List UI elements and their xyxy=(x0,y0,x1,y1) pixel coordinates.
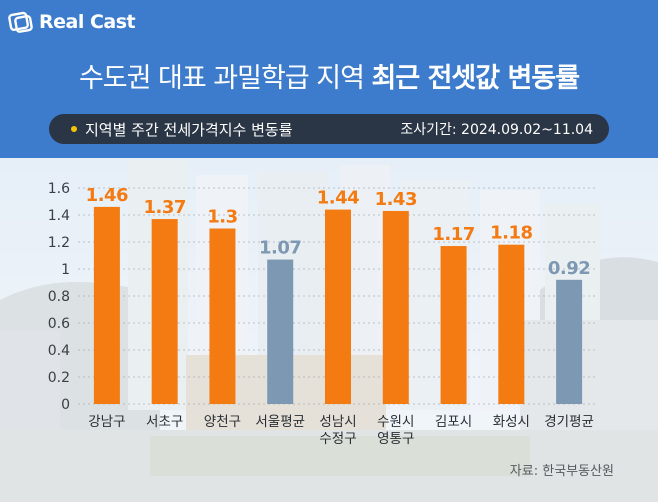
y-tick-label: 1.4 xyxy=(48,208,70,224)
x-category-label: 영통구 xyxy=(377,431,414,447)
district-bar xyxy=(498,244,525,404)
bar-value-label: 1.17 xyxy=(432,224,474,245)
x-category-label: 서울평균 xyxy=(255,414,305,430)
y-tick-label: 0.8 xyxy=(48,289,70,305)
bar-value-label: 1.43 xyxy=(375,189,417,210)
x-category-label: 경기평균 xyxy=(544,414,594,430)
y-tick-label: 1 xyxy=(61,262,70,278)
district-bar xyxy=(325,209,351,404)
x-category-label: 수원시 xyxy=(377,414,414,430)
source-note: 자료: 한국부동산원 xyxy=(509,464,614,479)
district-bar xyxy=(382,210,409,404)
x-category-label: 김포시 xyxy=(435,414,472,430)
title-highlight: 최근 전셋값 변동률 xyxy=(371,63,581,94)
district-bar xyxy=(209,228,236,404)
brand-logo: Real Cast xyxy=(8,10,136,34)
bullet-dot-icon xyxy=(71,126,77,132)
y-tick-label: 0.4 xyxy=(48,343,70,359)
subtitle-bar: 지역별 주간 전세가격지수 변동률 조사기간: 2024.09.02~11.04 xyxy=(49,114,609,144)
district-bar xyxy=(93,206,120,404)
page-title: 수도권 대표 과밀학급 지역 최근 전셋값 변동률 xyxy=(0,56,658,95)
average-bar xyxy=(267,259,294,404)
realcast-logo-icon xyxy=(8,11,33,33)
district-bar xyxy=(151,219,178,404)
bar-value-label: 1.46 xyxy=(86,185,128,206)
bar-value-label: 1.3 xyxy=(207,207,237,228)
bar-value-label: 1.44 xyxy=(317,188,359,209)
bar-value-label: 1.37 xyxy=(143,197,185,218)
x-category-label: 수정구 xyxy=(319,431,356,447)
x-category-label: 강남구 xyxy=(88,414,125,430)
y-tick-label: 0.2 xyxy=(48,370,70,386)
chart-subtitle: 지역별 주간 전세가격지수 변동률 xyxy=(85,120,293,139)
district-bar xyxy=(440,246,467,404)
y-tick-label: 1.6 xyxy=(48,181,70,197)
title-lead: 수도권 대표 과밀학급 지역 xyxy=(78,63,372,94)
y-tick-label: 1.2 xyxy=(48,235,70,251)
bar-value-label: 0.92 xyxy=(548,258,590,279)
x-category-label: 서초구 xyxy=(146,414,183,430)
x-category-label: 화성시 xyxy=(493,414,530,430)
average-bar xyxy=(556,279,583,404)
x-category-label: 성남시 xyxy=(319,414,356,430)
survey-period: 조사기간: 2024.09.02~11.04 xyxy=(400,122,593,138)
y-tick-label: 0.6 xyxy=(48,316,70,332)
bar-value-label: 1.18 xyxy=(490,223,532,244)
bar-value-label: 1.07 xyxy=(259,238,301,259)
y-tick-label: 0 xyxy=(61,397,70,413)
x-category-label: 양천구 xyxy=(204,414,241,430)
brand-name: Real Cast xyxy=(39,11,136,33)
